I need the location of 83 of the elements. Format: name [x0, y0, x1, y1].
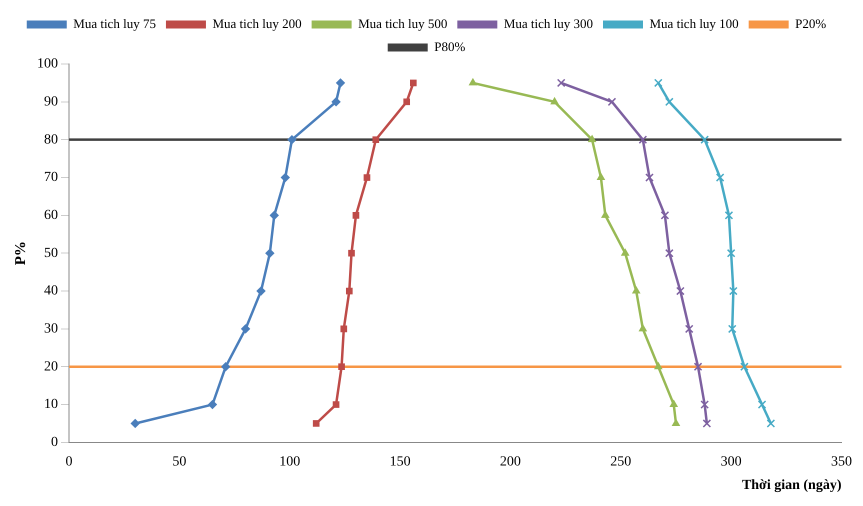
- y-tick-label: 0: [51, 435, 58, 450]
- y-tick-label: 50: [44, 246, 58, 261]
- y-tick-label: 10: [44, 397, 58, 412]
- point: [729, 286, 738, 296]
- legend-label: Mua tich luy 100: [649, 16, 739, 31]
- point: [645, 173, 654, 182]
- point: [468, 78, 477, 86]
- x-axis-title: Thời gian (ngày): [742, 478, 842, 494]
- legend-label: P80%: [434, 38, 466, 54]
- point: [660, 211, 670, 220]
- point: [348, 250, 355, 257]
- point: [332, 401, 340, 408]
- point: [410, 80, 417, 86]
- legend-label: P20%: [795, 16, 826, 31]
- point: [336, 78, 345, 88]
- point: [287, 135, 296, 144]
- point: [670, 400, 678, 408]
- point: [654, 362, 662, 370]
- point: [728, 324, 737, 334]
- x-tick-label: 150: [390, 454, 411, 470]
- point: [588, 135, 596, 142]
- point: [556, 78, 566, 88]
- y-tick-label: 30: [44, 322, 58, 337]
- point: [740, 362, 749, 372]
- point: [312, 420, 320, 427]
- y-tick-label: 80: [44, 132, 58, 148]
- y-axis-title: P%: [12, 241, 29, 266]
- point: [700, 400, 709, 409]
- point: [694, 362, 702, 372]
- point: [208, 400, 217, 410]
- y-tick-label: 70: [44, 170, 58, 186]
- point: [352, 212, 360, 219]
- point: [672, 418, 680, 426]
- point: [724, 211, 734, 220]
- y-tick-label: 100: [37, 56, 58, 72]
- point: [346, 288, 353, 294]
- legend-label: Mua tich luy 300: [504, 16, 593, 31]
- point: [340, 326, 348, 332]
- point: [726, 248, 736, 258]
- point: [280, 173, 290, 182]
- point: [676, 286, 685, 296]
- point: [766, 419, 776, 428]
- point: [596, 173, 605, 180]
- x-tick-label: 300: [720, 454, 742, 470]
- x-tick-label: 100: [279, 454, 300, 470]
- legend-label: Mua tich luy 75: [73, 16, 156, 31]
- y-tick-label: 90: [44, 94, 58, 110]
- x-tick-label: 250: [610, 454, 632, 470]
- point: [758, 400, 766, 409]
- point: [372, 136, 380, 144]
- point: [364, 174, 370, 181]
- point: [130, 418, 140, 428]
- point: [403, 98, 410, 106]
- x-tick-label: 350: [831, 454, 852, 470]
- y-tick-label: 20: [44, 359, 58, 374]
- point: [700, 135, 709, 144]
- point: [270, 210, 279, 220]
- legend-label: Mua tich luy 200: [212, 16, 302, 31]
- x-tick-label: 50: [172, 454, 186, 470]
- point: [256, 286, 266, 296]
- x-tick-label: 0: [66, 454, 72, 470]
- point: [665, 248, 674, 258]
- point: [550, 97, 559, 104]
- point: [338, 363, 345, 370]
- x-tick-label: 200: [500, 454, 521, 470]
- point: [716, 173, 724, 182]
- point: [684, 324, 694, 334]
- legend-label: Mua tich luy 500: [358, 16, 448, 31]
- point: [654, 78, 663, 88]
- point: [601, 210, 610, 218]
- point: [241, 324, 250, 334]
- point: [632, 286, 640, 294]
- point: [638, 135, 648, 144]
- point: [332, 97, 341, 106]
- y-tick-label: 60: [44, 208, 58, 224]
- point: [221, 362, 230, 372]
- point: [665, 98, 674, 106]
- y-tick-label: 40: [44, 284, 58, 299]
- point: [702, 419, 712, 428]
- point: [621, 248, 630, 256]
- point: [638, 324, 647, 332]
- point: [265, 248, 274, 258]
- point: [608, 98, 616, 106]
